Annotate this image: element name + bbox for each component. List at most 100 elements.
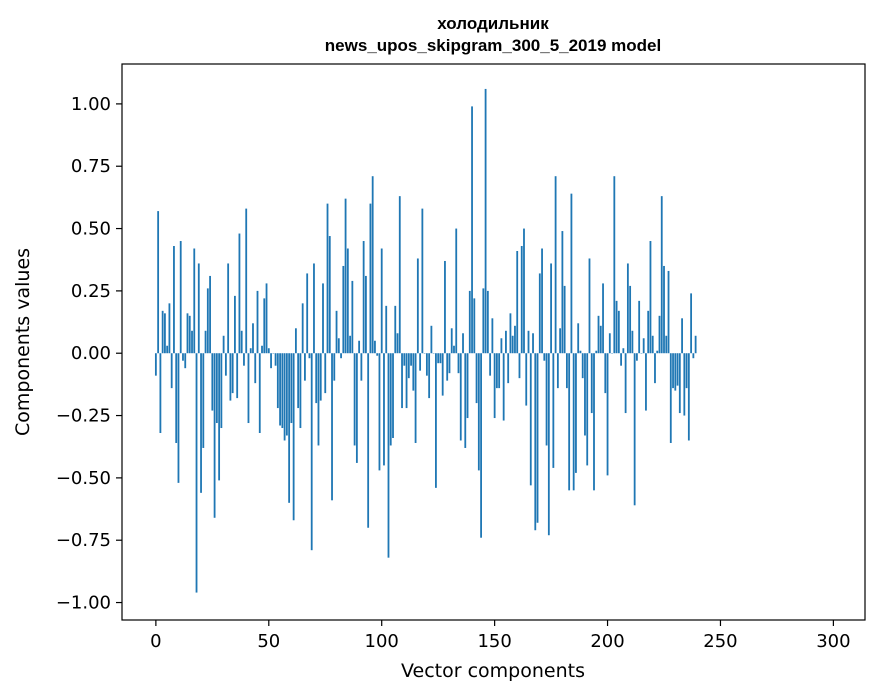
bar-component-231 bbox=[676, 353, 679, 386]
bar-component-222 bbox=[656, 350, 659, 354]
bar-component-0 bbox=[154, 353, 157, 376]
bar-component-78 bbox=[331, 353, 333, 501]
bar-component-142 bbox=[475, 353, 478, 404]
bar-component-131 bbox=[450, 328, 453, 354]
bar-component-232 bbox=[678, 353, 681, 414]
bar-component-90 bbox=[358, 340, 361, 354]
bar-component-115 bbox=[414, 353, 417, 443]
bar-component-38 bbox=[240, 330, 243, 354]
bar-component-7 bbox=[170, 353, 173, 389]
bar-component-26 bbox=[213, 353, 216, 518]
bar-component-3 bbox=[161, 310, 164, 354]
bar-component-207 bbox=[622, 348, 625, 354]
bar-component-185 bbox=[572, 353, 575, 491]
bar-component-150 bbox=[493, 353, 496, 419]
bar-component-141 bbox=[473, 298, 476, 354]
x-tick-label: 150 bbox=[477, 631, 511, 652]
bar-component-157 bbox=[509, 313, 512, 354]
bar-component-4 bbox=[164, 313, 166, 354]
bar-component-147 bbox=[486, 290, 489, 354]
bar-component-238 bbox=[692, 353, 695, 359]
bar-component-213 bbox=[636, 353, 638, 361]
bar-component-181 bbox=[563, 285, 566, 354]
bar-component-40 bbox=[245, 208, 248, 354]
bar-component-68 bbox=[308, 353, 311, 359]
bar-component-81 bbox=[337, 338, 340, 354]
bar-component-58 bbox=[285, 353, 288, 436]
x-tick-label: 0 bbox=[150, 631, 161, 652]
bar-component-102 bbox=[385, 305, 388, 354]
x-tick-label: 250 bbox=[703, 631, 737, 652]
bar-component-28 bbox=[218, 353, 221, 481]
y-tick-label: −1.00 bbox=[56, 593, 111, 614]
bar-component-162 bbox=[520, 246, 523, 354]
bar-component-134 bbox=[457, 353, 460, 374]
bar-component-127 bbox=[441, 353, 444, 396]
bar-component-149 bbox=[491, 318, 494, 354]
bar-component-211 bbox=[631, 330, 634, 354]
bar-component-100 bbox=[380, 248, 383, 354]
bar-component-125 bbox=[437, 353, 440, 364]
bar-component-110 bbox=[403, 353, 406, 366]
bar-component-63 bbox=[297, 353, 300, 409]
bar-component-93 bbox=[365, 275, 367, 354]
bar-component-208 bbox=[624, 353, 627, 414]
bar-component-67 bbox=[306, 273, 309, 354]
bar-component-15 bbox=[188, 315, 191, 354]
y-tick-label: 0.25 bbox=[71, 281, 111, 302]
bar-component-178 bbox=[556, 353, 559, 389]
x-tick-label: 100 bbox=[365, 631, 399, 652]
x-tick-label: 50 bbox=[257, 631, 280, 652]
bar-component-118 bbox=[421, 208, 424, 354]
bar-component-224 bbox=[660, 196, 663, 354]
bar-component-71 bbox=[315, 353, 318, 404]
bar-component-10 bbox=[177, 353, 180, 483]
bar-component-97 bbox=[374, 340, 376, 354]
bar-component-237 bbox=[690, 293, 693, 354]
bar-component-2 bbox=[159, 353, 162, 433]
bar-component-220 bbox=[651, 335, 654, 354]
bar-component-55 bbox=[279, 353, 281, 426]
axis-ticks: 0 50 100 150 200 250 300 1.00 0.75 0.50 0.25 0.00 −0… bbox=[56, 94, 851, 652]
bar-component-236 bbox=[687, 353, 690, 441]
bar-component-205 bbox=[617, 310, 620, 354]
bar-component-88 bbox=[353, 353, 356, 446]
y-tick-label: 0.00 bbox=[71, 343, 111, 364]
bar-component-201 bbox=[608, 333, 611, 354]
bar-component-235 bbox=[685, 353, 688, 389]
bar-component-6 bbox=[168, 303, 171, 354]
bar-component-41 bbox=[247, 353, 250, 424]
bar-component-130 bbox=[448, 353, 451, 374]
bar-component-107 bbox=[396, 333, 399, 354]
bar-component-196 bbox=[597, 315, 600, 354]
y-tick-label: 0.50 bbox=[71, 219, 111, 240]
bar-component-225 bbox=[663, 265, 665, 354]
bar-component-36 bbox=[236, 353, 239, 399]
bar-component-37 bbox=[238, 233, 241, 354]
bar-component-30 bbox=[222, 335, 225, 354]
bar-component-89 bbox=[355, 353, 358, 463]
bar-component-146 bbox=[484, 88, 487, 354]
bar-component-46 bbox=[258, 353, 261, 433]
bar-component-84 bbox=[344, 198, 347, 354]
bar-component-60 bbox=[290, 353, 293, 424]
bar-component-116 bbox=[416, 258, 419, 354]
bar-component-117 bbox=[419, 353, 422, 371]
bar-component-69 bbox=[310, 353, 313, 551]
bar-component-203 bbox=[613, 176, 616, 354]
bar-component-27 bbox=[215, 353, 218, 424]
bar-component-199 bbox=[604, 353, 607, 394]
bar-series bbox=[154, 88, 697, 593]
bar-component-234 bbox=[683, 353, 686, 416]
bar-component-132 bbox=[453, 345, 455, 354]
bar-component-25 bbox=[211, 353, 214, 411]
bar-component-139 bbox=[468, 290, 471, 354]
bar-component-22 bbox=[204, 330, 207, 354]
bar-component-165 bbox=[527, 330, 530, 354]
bar-component-179 bbox=[559, 328, 562, 354]
bar-component-20 bbox=[200, 353, 202, 493]
y-tick-label: 1.00 bbox=[71, 94, 111, 115]
bar-component-176 bbox=[552, 353, 555, 468]
bar-component-163 bbox=[523, 228, 525, 354]
